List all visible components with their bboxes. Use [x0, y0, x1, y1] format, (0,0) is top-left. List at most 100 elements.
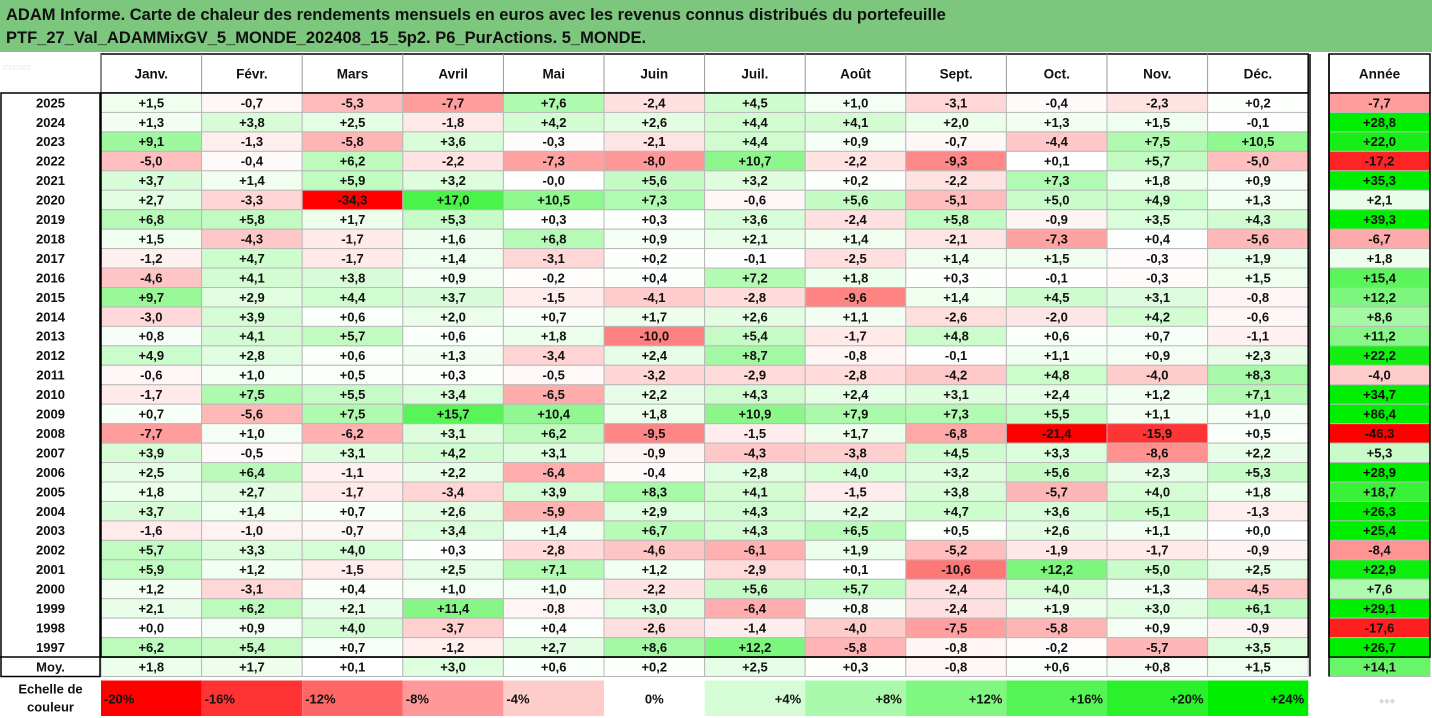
heatmap-cell-label: +8,3 [641, 484, 667, 499]
heatmap-cell-label: +2,3 [1144, 465, 1170, 480]
heatmap-cell-label: -1,5 [744, 426, 766, 441]
year-total-cell: +22,0 [1328, 131, 1431, 152]
heatmap-cell: +3,1 [301, 442, 404, 464]
color-scale-swatch: +16% [1006, 680, 1107, 716]
heatmap-cell: +5,6 [704, 578, 806, 600]
heatmap-cell: +1,3 [1005, 111, 1108, 133]
color-scale-swatch-bg [402, 680, 504, 716]
heatmap-cell-label: +5,5 [340, 387, 366, 402]
heatmap-cell: +10,5 [502, 189, 605, 211]
heatmap-cell: -15,9 [1106, 423, 1209, 444]
heatmap-cell: -1,5 [804, 481, 907, 502]
heatmap-cell: -4,4 [1005, 131, 1108, 152]
heatmap-cell: +3,4 [402, 520, 504, 541]
heatmap-cell-label: +0,9 [1245, 173, 1271, 188]
average-cell-label: +1,7 [239, 659, 265, 674]
heatmap-cell: +0,3 [502, 209, 605, 230]
heatmap-cell: +4,5 [704, 92, 806, 113]
heatmap-cell-label: -7,5 [945, 620, 967, 635]
heatmap-cell-label: -1,7 [1146, 543, 1168, 558]
heatmap-cell-label: -0,7 [241, 95, 263, 110]
heatmap-cell-label: -7,3 [542, 154, 564, 169]
heatmap-cell: +2,3 [1207, 345, 1309, 366]
color-scale-swatch-bg [1006, 680, 1107, 716]
heatmap-cell: +5,9 [301, 170, 404, 191]
heatmap-cell-label: -1,7 [341, 484, 363, 499]
heatmap-cell-label: +1,0 [440, 582, 466, 597]
heatmap-cell: -1,1 [301, 462, 404, 483]
color-scale-swatch-label: 0% [645, 691, 664, 706]
heatmap-cell-label: -2,6 [643, 620, 665, 635]
heatmap-cell-label: +0,0 [1245, 523, 1271, 538]
year-total-cell: +29,1 [1328, 598, 1431, 619]
heatmap-cell-label: +2,1 [340, 601, 366, 616]
heatmap-cell-label: +5,7 [340, 329, 366, 344]
heatmap-cell-label: +1,0 [239, 368, 265, 383]
heatmap-cell: +6,2 [201, 598, 303, 619]
column-header-11: Déc. [1244, 67, 1273, 82]
heatmap-cell: +0,7 [301, 637, 404, 658]
heatmap-cell-label: +8,3 [1245, 368, 1271, 383]
color-scale-swatch: +8% [805, 680, 906, 716]
heatmap-cell-label: +3,5 [1245, 640, 1271, 655]
heatmap-cell-label: +1,5 [1245, 270, 1271, 285]
heatmap-cell: +0,5 [301, 364, 404, 386]
heatmap-cell-label: -0,7 [341, 523, 363, 538]
heatmap-cell-label: +1,5 [1044, 251, 1070, 266]
heatmap-cell-label: +0,3 [541, 212, 567, 227]
heatmap-cell-label: +9,1 [138, 134, 164, 149]
heatmap-cell: -6,4 [502, 462, 605, 483]
heatmap-cell-label: +5,1 [1144, 504, 1170, 519]
heatmap-cell-label: +1,2 [641, 562, 667, 577]
color-scale-swatch-label: +4% [775, 691, 802, 706]
heatmap-cell: +8,6 [603, 637, 706, 658]
row-label-2004: 2004 [36, 504, 66, 519]
heatmap-cell-label: +1,3 [138, 115, 164, 130]
heatmap-cell: +3,9 [502, 481, 605, 502]
heatmap-cell-label: +2,0 [440, 309, 466, 324]
heatmap-cell-label: +2,5 [138, 465, 164, 480]
heatmap-cell-label: +4,3 [742, 504, 768, 519]
heatmap-cell: -3,7 [402, 617, 504, 639]
year-total-cell-label: +26,7 [1363, 640, 1396, 655]
heatmap-cell: -0,3 [502, 131, 605, 152]
heatmap-cell: +1,0 [402, 578, 504, 600]
year-total-cell: -8,4 [1328, 539, 1431, 561]
color-scale-swatch: +4% [704, 680, 806, 716]
heatmap-cell-label: -2,8 [542, 543, 564, 558]
year-total-cell: +28,8 [1328, 111, 1431, 133]
heatmap-cell: +3,5 [1106, 209, 1209, 230]
heatmap-cell-label: -3,2 [643, 368, 665, 383]
color-scale-swatch: 0% [604, 680, 705, 716]
heatmap-cell: -2,6 [603, 617, 706, 639]
heatmap-cell-label: +0,0 [138, 620, 164, 635]
heatmap-cell-label: -1,8 [442, 115, 464, 130]
heatmap-cell: +6,8 [502, 228, 605, 250]
heatmap-cell-label: -0,9 [1247, 543, 1269, 558]
year-total-cell: +18,7 [1328, 481, 1431, 502]
heatmap-cell-label: +1,9 [1245, 251, 1271, 266]
heatmap-cell: +1,5 [100, 228, 203, 250]
heatmap-cell-label: +4,1 [843, 115, 869, 130]
heatmap-cell-label: +11,4 [437, 601, 470, 616]
heatmap-cell: +5,0 [1106, 559, 1209, 580]
row-label-2010: 2010 [36, 387, 65, 402]
heatmap-cell-label: -2,2 [844, 154, 866, 169]
heatmap-cell-label: +8,6 [641, 640, 667, 655]
heatmap-cell: -6,5 [502, 384, 605, 405]
heatmap-cell: +1,4 [402, 248, 504, 269]
heatmap-cell-label: +0,6 [1044, 329, 1070, 344]
heatmap-cell-label: -5,8 [1045, 620, 1067, 635]
heatmap-cell: +3,1 [502, 442, 605, 464]
heatmap-cell-label: -0,8 [1247, 290, 1269, 305]
heatmap-cell: +1,2 [1106, 384, 1209, 405]
heatmap-cell: +1,1 [1106, 403, 1209, 425]
heatmap-cell: +15,7 [402, 403, 504, 425]
heatmap-cell-label: +1,6 [440, 231, 466, 246]
scale-label-line1: Echelle de [18, 682, 82, 697]
heatmap-cell: +9,1 [100, 131, 203, 152]
heatmap-cell-label: +1,5 [138, 95, 164, 110]
row-label-2025: 2025 [36, 95, 65, 110]
heatmap-cell-label: +5,8 [239, 212, 265, 227]
